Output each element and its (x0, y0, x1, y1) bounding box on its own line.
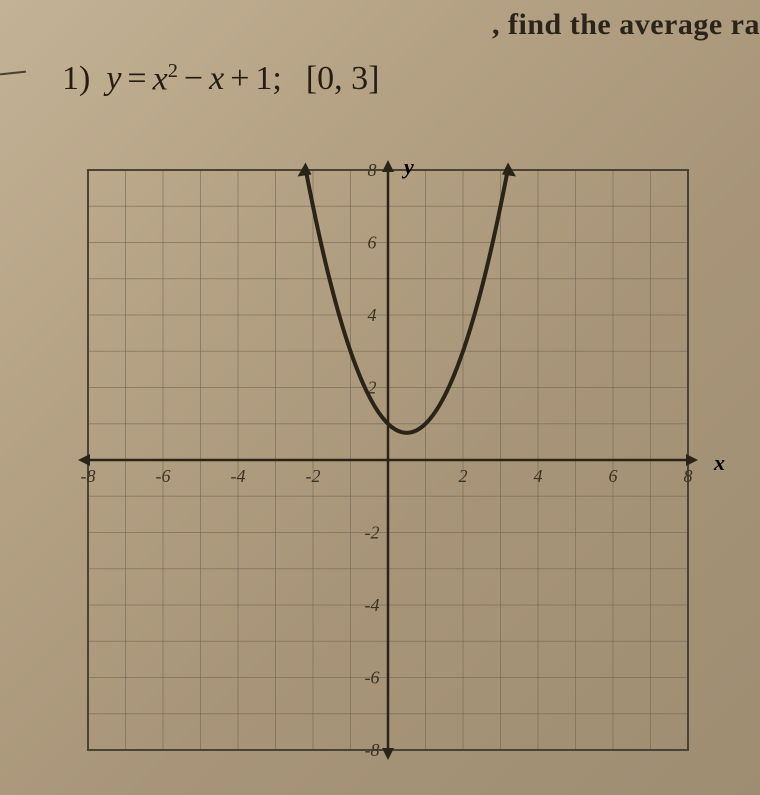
problem-statement: 1) y = x2 − x + 1; [0, 3] (20, 60, 379, 98)
svg-text:8: 8 (684, 466, 693, 486)
eq-minus: − (184, 60, 203, 98)
svg-text:-2: -2 (306, 466, 321, 486)
eq-term1-var: x (153, 60, 168, 97)
svg-text:-6: -6 (365, 668, 380, 688)
svg-text:-8: -8 (365, 740, 380, 760)
header-fragment: , find the average ra (492, 8, 760, 42)
svg-text:8: 8 (368, 160, 377, 180)
eq-const: 1; (255, 60, 281, 98)
svg-text:6: 6 (368, 233, 377, 253)
graph-container: -8-6-4-22468-8-6-4-22468 y x (78, 160, 698, 760)
eq-term1-exp: 2 (168, 60, 178, 82)
problem-number: 1) (62, 60, 90, 98)
svg-text:-6: -6 (156, 466, 171, 486)
eq-term1: x2 (153, 60, 178, 98)
eq-lhs: y (106, 60, 121, 98)
svg-text:-8: -8 (81, 466, 96, 486)
interval: [0, 3] (306, 60, 380, 98)
page-background: , find the average ra 1) y = x2 − x + 1;… (0, 0, 760, 795)
svg-text:-2: -2 (365, 523, 380, 543)
graph-svg: -8-6-4-22468-8-6-4-22468 (78, 160, 738, 780)
svg-text:6: 6 (609, 466, 618, 486)
svg-text:2: 2 (459, 466, 468, 486)
svg-text:-4: -4 (365, 595, 380, 615)
svg-text:-4: -4 (231, 466, 246, 486)
svg-text:4: 4 (534, 466, 543, 486)
eq-term2: x (209, 60, 224, 98)
x-axis-label: x (714, 450, 725, 476)
eq-plus: + (230, 60, 249, 98)
eq-equals: = (127, 60, 146, 98)
y-axis-label: y (404, 154, 414, 180)
svg-text:4: 4 (368, 305, 377, 325)
